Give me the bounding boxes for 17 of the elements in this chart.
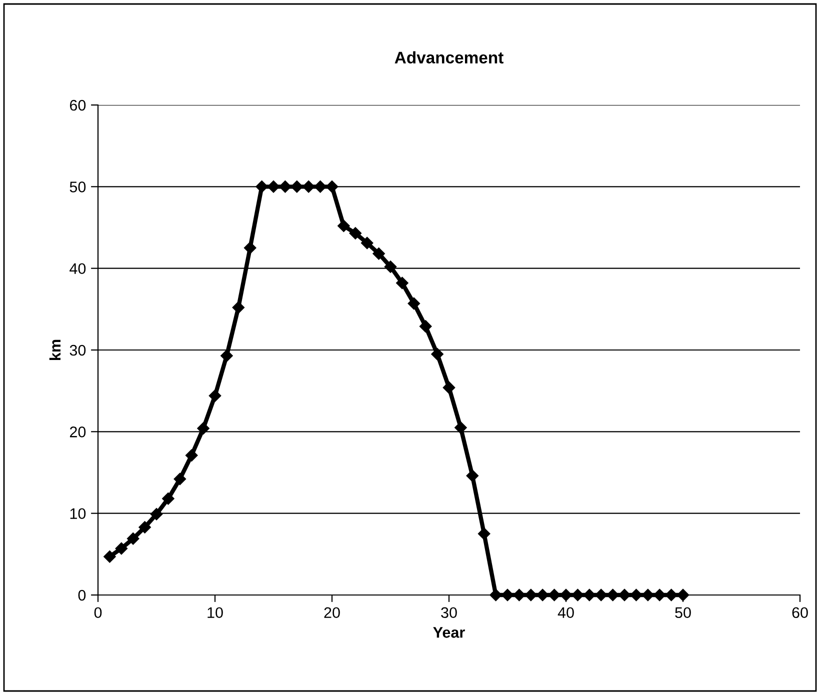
x-tick-label: 40 <box>558 607 574 618</box>
y-axis-title: km <box>49 340 60 360</box>
y-tick-label: 40 <box>70 263 86 274</box>
x-tick-label: 30 <box>441 607 457 618</box>
x-axis-title: Year <box>433 627 465 638</box>
y-tick-label: 30 <box>70 344 86 356</box>
y-tick-label: 50 <box>70 182 86 192</box>
y-tick-label: 60 <box>70 100 86 111</box>
x-tick-label: 20 <box>324 607 340 618</box>
x-tick-label: 0 <box>94 607 102 618</box>
y-tick-label: 20 <box>70 426 86 438</box>
y-tick-label: 10 <box>70 508 86 520</box>
x-tick-label: 60 <box>792 607 808 618</box>
y-tick-label: 0 <box>78 590 86 601</box>
chart-title: Advancement <box>394 51 504 64</box>
x-tick-label: 50 <box>675 607 691 618</box>
x-tick-label: 10 <box>208 607 223 618</box>
